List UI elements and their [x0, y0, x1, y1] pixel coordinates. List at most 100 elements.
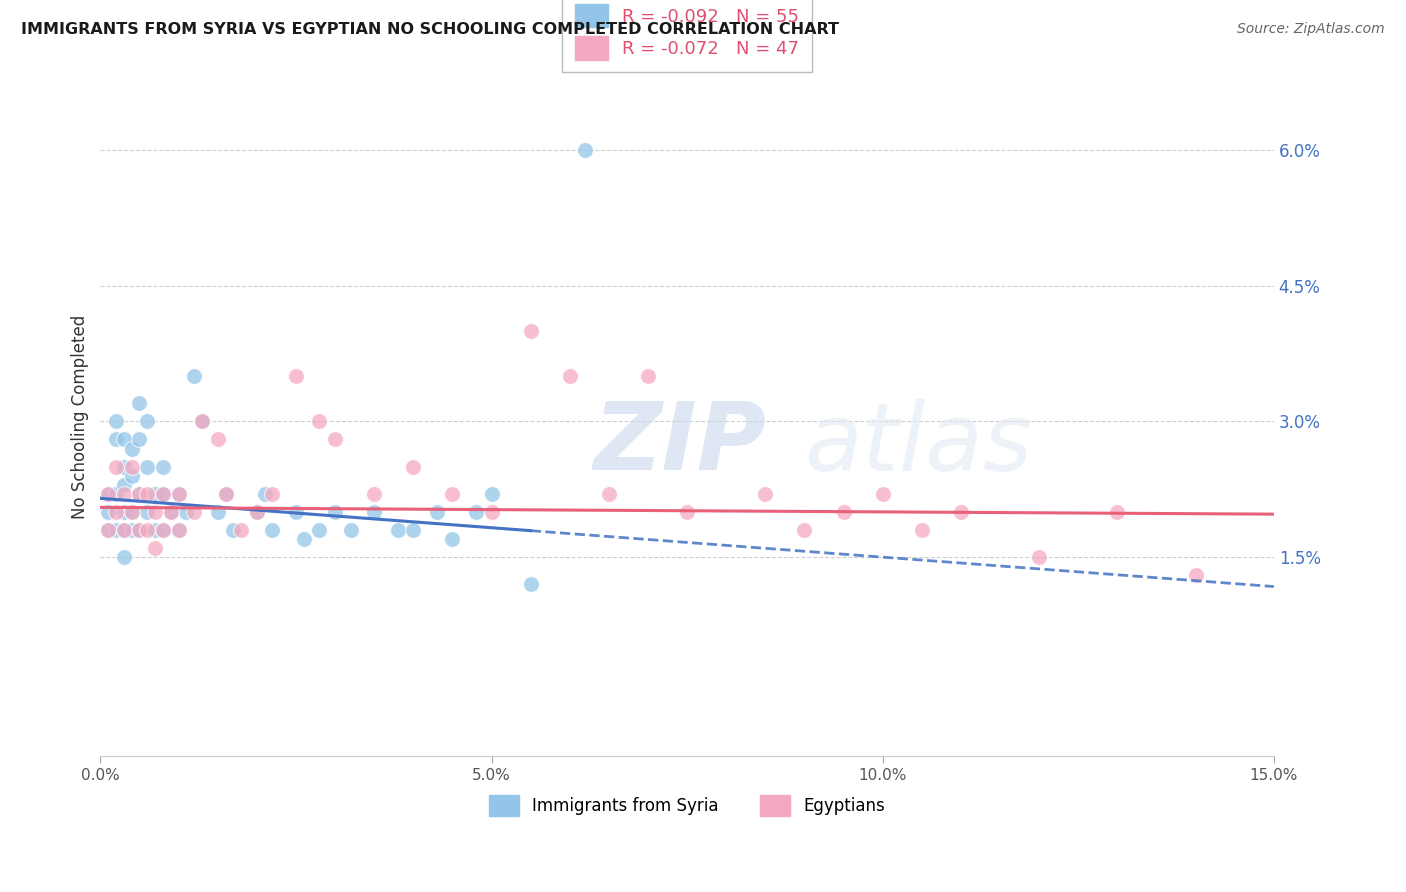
Point — [121, 459, 143, 474]
Point — [176, 505, 198, 519]
Point — [387, 523, 409, 537]
Point — [598, 487, 620, 501]
Point — [262, 487, 284, 501]
Point — [112, 550, 135, 565]
Point — [323, 505, 346, 519]
Point — [97, 523, 120, 537]
Point — [128, 523, 150, 537]
Point — [481, 487, 503, 501]
Point — [167, 523, 190, 537]
Point — [112, 523, 135, 537]
Y-axis label: No Schooling Completed: No Schooling Completed — [72, 315, 89, 519]
Point — [308, 414, 330, 428]
Point — [1107, 505, 1129, 519]
Point — [284, 505, 307, 519]
Point — [207, 505, 229, 519]
Point — [339, 523, 361, 537]
Point — [105, 505, 128, 519]
Point — [136, 523, 159, 537]
Point — [159, 505, 181, 519]
Point — [574, 143, 596, 157]
Point — [143, 505, 166, 519]
Point — [112, 477, 135, 491]
Point — [128, 487, 150, 501]
Point — [519, 577, 541, 591]
Point — [214, 487, 236, 501]
Point — [136, 414, 159, 428]
Point — [152, 487, 174, 501]
Point — [426, 505, 449, 519]
Point — [128, 487, 150, 501]
Point — [183, 505, 205, 519]
Point — [191, 414, 214, 428]
Point — [754, 487, 776, 501]
Point — [308, 523, 330, 537]
Point — [152, 523, 174, 537]
Point — [112, 433, 135, 447]
Point — [97, 487, 120, 501]
Text: atlas: atlas — [804, 399, 1032, 490]
Point — [292, 532, 315, 546]
Point — [207, 433, 229, 447]
Point — [136, 459, 159, 474]
Point — [262, 523, 284, 537]
Point — [136, 505, 159, 519]
Text: Source: ZipAtlas.com: Source: ZipAtlas.com — [1237, 22, 1385, 37]
Point — [121, 505, 143, 519]
Point — [911, 523, 934, 537]
Point — [246, 505, 269, 519]
Point — [832, 505, 855, 519]
Point — [793, 523, 815, 537]
Point — [143, 541, 166, 555]
Point — [167, 487, 190, 501]
Point — [159, 505, 181, 519]
Point — [363, 505, 385, 519]
Point — [112, 487, 135, 501]
Point — [402, 459, 425, 474]
Point — [1184, 568, 1206, 582]
Point — [441, 532, 464, 546]
Point — [105, 487, 128, 501]
Point — [112, 459, 135, 474]
Point — [558, 369, 581, 384]
Point — [143, 487, 166, 501]
Point — [143, 523, 166, 537]
Point — [1028, 550, 1050, 565]
Point — [152, 523, 174, 537]
Point — [97, 487, 120, 501]
Point — [105, 459, 128, 474]
Point — [402, 523, 425, 537]
Point — [231, 523, 253, 537]
Point — [167, 523, 190, 537]
Point — [676, 505, 699, 519]
Point — [222, 523, 245, 537]
Point — [121, 442, 143, 456]
Point — [253, 487, 276, 501]
Point — [246, 505, 269, 519]
Point — [97, 523, 120, 537]
Point — [481, 505, 503, 519]
Point — [136, 487, 159, 501]
Point — [105, 433, 128, 447]
Point — [284, 369, 307, 384]
Legend: Immigrants from Syria, Egyptians: Immigrants from Syria, Egyptians — [482, 788, 891, 822]
Text: ZIP: ZIP — [593, 398, 766, 490]
Point — [97, 505, 120, 519]
Point — [191, 414, 214, 428]
Point — [121, 468, 143, 483]
Point — [152, 487, 174, 501]
Point — [363, 487, 385, 501]
Point — [105, 414, 128, 428]
Point — [323, 433, 346, 447]
Point — [183, 369, 205, 384]
Point — [441, 487, 464, 501]
Point — [637, 369, 659, 384]
Point — [128, 523, 150, 537]
Point — [121, 505, 143, 519]
Point — [167, 487, 190, 501]
Point — [105, 523, 128, 537]
Point — [464, 505, 486, 519]
Point — [128, 396, 150, 410]
Point — [121, 523, 143, 537]
Point — [112, 523, 135, 537]
